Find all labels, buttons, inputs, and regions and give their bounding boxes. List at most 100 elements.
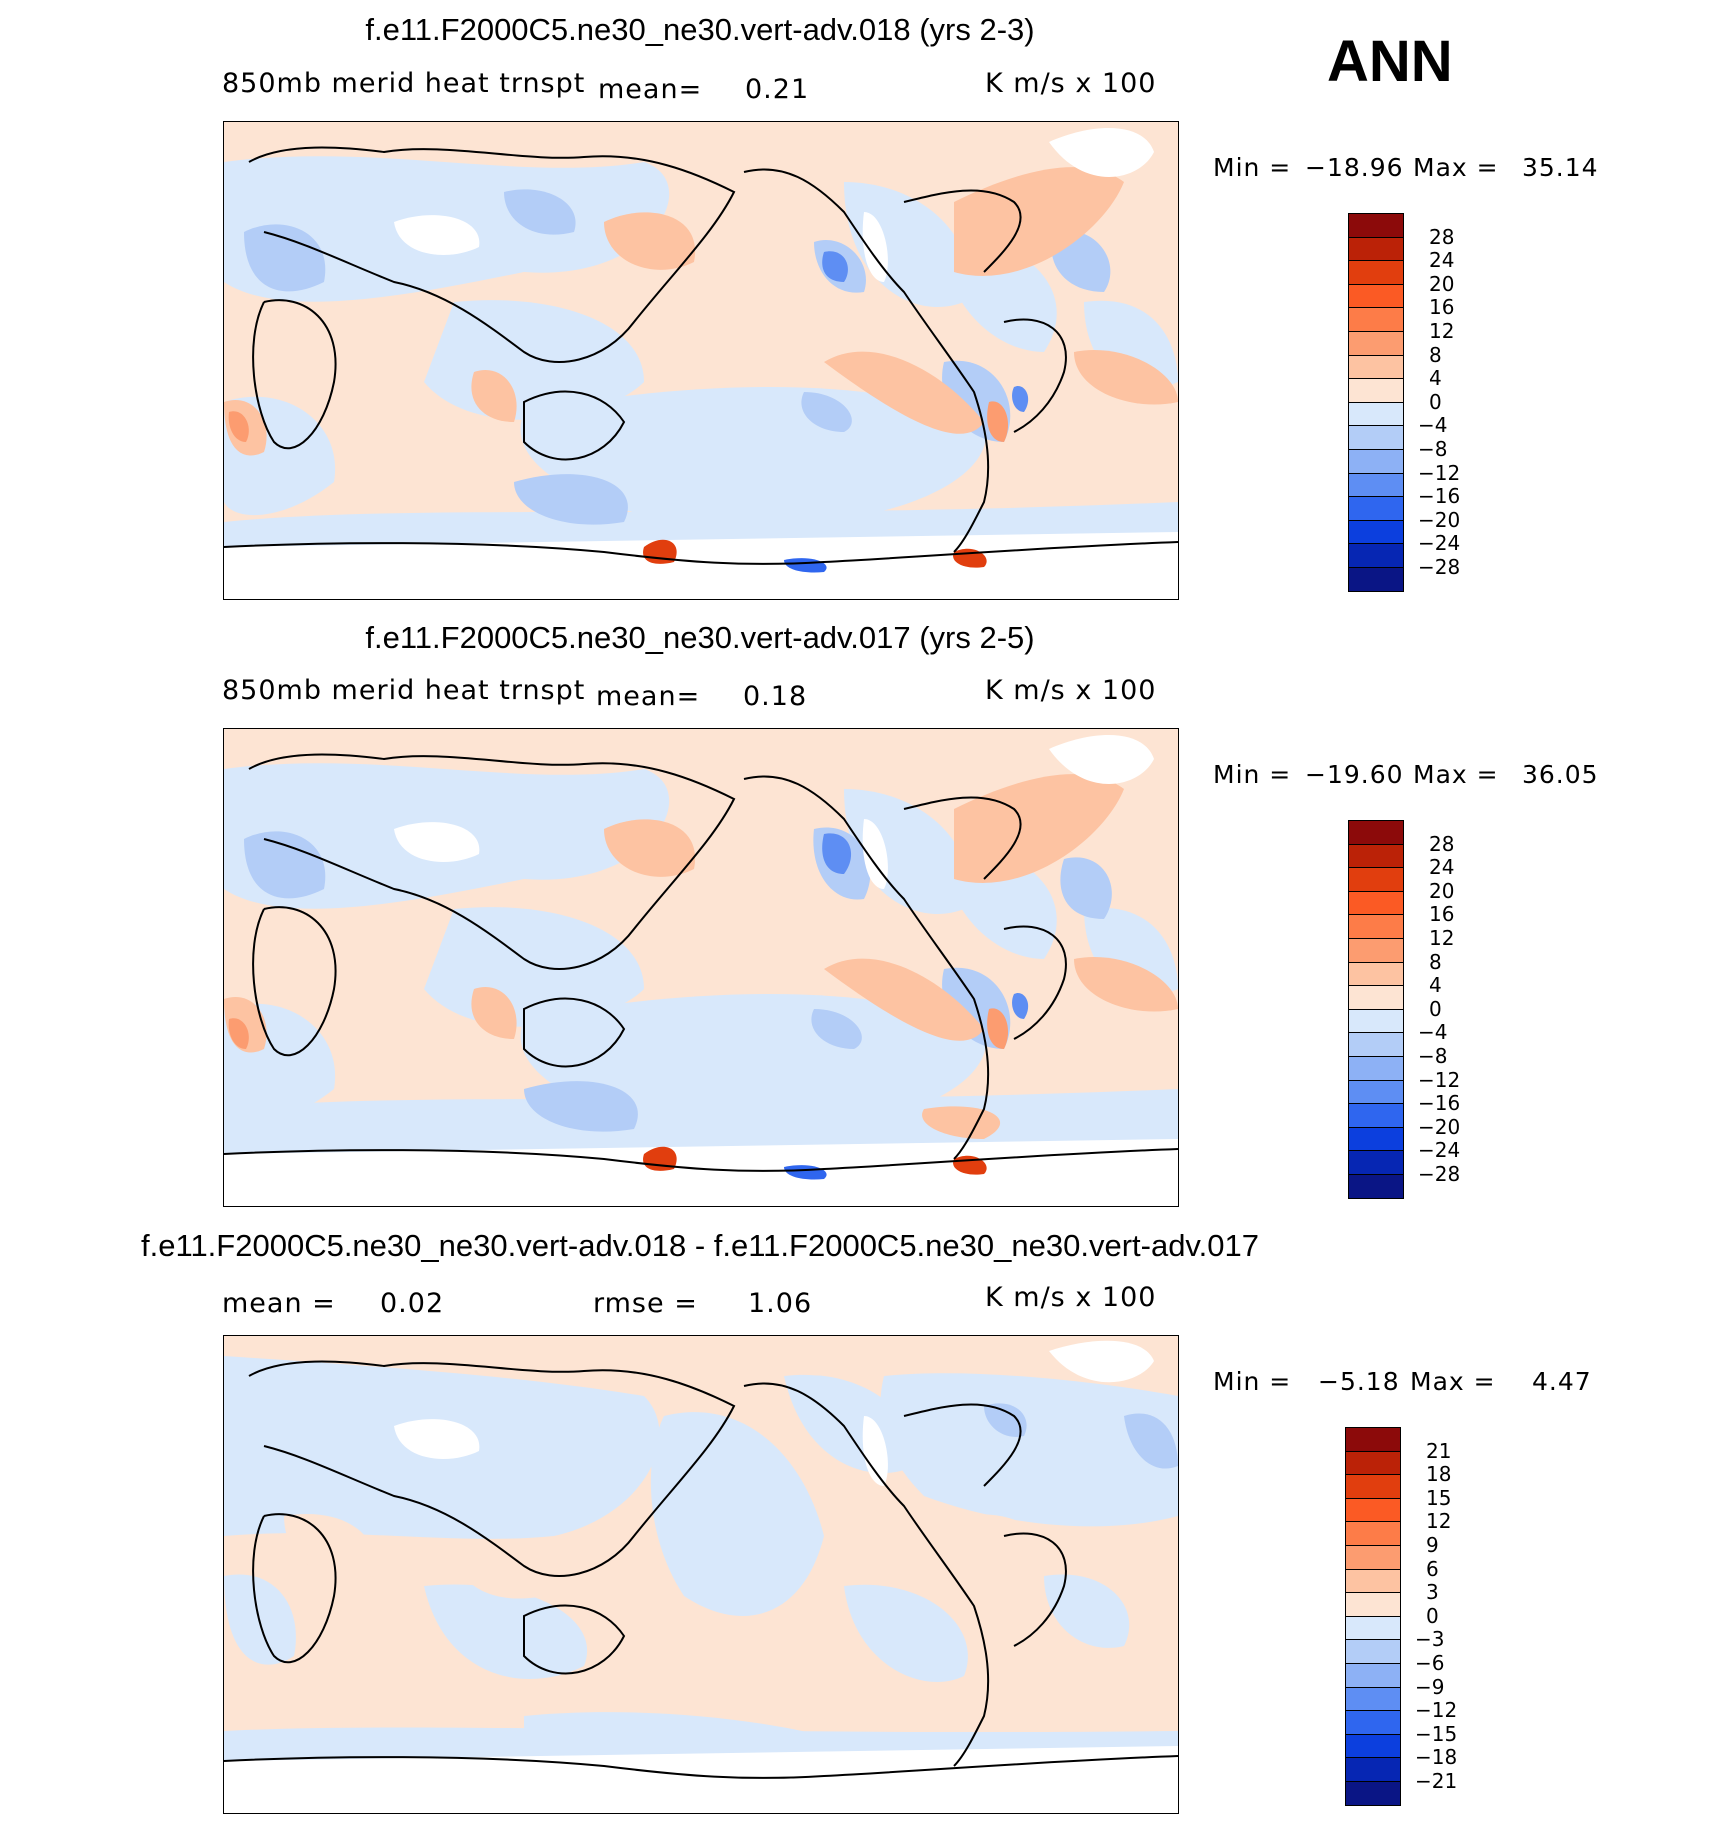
- colorbar-tick-label: −24: [1418, 1138, 1461, 1163]
- colorbar-tick-label: 12: [1429, 319, 1455, 343]
- colorbar-swatch: [1348, 961, 1404, 987]
- colorbar-tick-label: −16: [1418, 1091, 1461, 1116]
- colorbar-swatch: [1348, 1079, 1404, 1105]
- colorbar-swatch: [1345, 1450, 1401, 1476]
- colorbar-tick-label: 18: [1426, 1462, 1452, 1487]
- panel-1-variable: 850mb merid heat trnspt: [222, 68, 586, 99]
- colorbar-tick-label: 24: [1429, 248, 1455, 273]
- colorbar-swatch: [1348, 283, 1404, 309]
- panel-1-max-label: Max =: [1413, 153, 1499, 182]
- colorbar-tick-label: −20: [1418, 1114, 1461, 1139]
- colorbar-tick-label: 28: [1429, 831, 1455, 856]
- colorbar-tick-label: −8: [1418, 437, 1448, 461]
- colorbar-tick-label: 12: [1426, 1509, 1452, 1534]
- colorbar-tick-label: −4: [1418, 1020, 1448, 1045]
- colorbar-tick-label: −16: [1418, 484, 1461, 509]
- colorbar-swatch: [1348, 401, 1404, 427]
- colorbar-swatch: [1348, 1150, 1404, 1175]
- colorbar-swatch: [1348, 496, 1404, 521]
- colorbar-swatch: [1348, 331, 1404, 356]
- colorbar-swatch: [1348, 378, 1404, 403]
- colorbar-tick-label: 20: [1429, 271, 1455, 296]
- colorbar-swatch: [1348, 1126, 1404, 1152]
- panel-3-field: [224, 1336, 1178, 1813]
- colorbar-tick-label: −12: [1418, 460, 1461, 485]
- panel-3-title: f.e11.F2000C5.ne30_ne30.vert-adv.018 - f…: [141, 1228, 1259, 1263]
- panel-3-rmse-label: rmse =: [593, 1288, 698, 1319]
- colorbar-swatch: [1348, 449, 1404, 474]
- colorbar-tick-label: −28: [1418, 555, 1461, 579]
- colorbar-swatch: [1348, 1032, 1404, 1057]
- colorbar-swatch: [1345, 1663, 1401, 1688]
- panel-1-title: f.e11.F2000C5.ne30_ne30.vert-adv.018 (yr…: [365, 12, 1035, 47]
- panel-2-field: [224, 735, 1178, 1206]
- colorbar-swatch: [1348, 354, 1404, 380]
- panel-2-map: [223, 728, 1179, 1207]
- colorbar-tick-label: −20: [1418, 507, 1461, 532]
- panel-2-mean-label: mean=: [596, 681, 701, 712]
- colorbar-tick-label: −12: [1418, 1067, 1461, 1092]
- colorbar-swatch: [1345, 1733, 1401, 1759]
- panel-2-min-label: Min =: [1213, 760, 1292, 789]
- panel-3-min-label: Min =: [1213, 1367, 1292, 1396]
- colorbar-swatch: [1348, 843, 1404, 869]
- colorbar-swatch: [1348, 567, 1404, 592]
- colorbar-tick-label: 0: [1429, 996, 1442, 1021]
- colorbar-swatch: [1348, 1174, 1404, 1199]
- colorbar-tick-label: 9: [1426, 1533, 1439, 1557]
- panel-2-mean-value: 0.18: [743, 681, 808, 712]
- panel-3-max-value: 4.47: [1532, 1367, 1592, 1396]
- panel-1-min-label: Min =: [1213, 153, 1292, 182]
- colorbar-tick-label: −21: [1415, 1769, 1458, 1793]
- panel-1-mean-value: 0.21: [745, 74, 810, 105]
- colorbar-swatch: [1348, 519, 1404, 545]
- colorbar-swatch: [1348, 890, 1404, 916]
- panel-2-title: f.e11.F2000C5.ne30_ne30.vert-adv.017 (yr…: [365, 620, 1035, 655]
- colorbar-tick-label: 4: [1429, 366, 1442, 391]
- colorbar-tick-label: −8: [1418, 1044, 1448, 1068]
- colorbar-tick-label: 16: [1429, 902, 1455, 927]
- panel-1-map: [223, 121, 1179, 600]
- colorbar-tick-label: 16: [1429, 295, 1455, 320]
- panel-3-colorbar: 21 18 15 12 9 6 3 0 −3 −6 −9 −12 −15 −18 −21: [1345, 1427, 1485, 1806]
- colorbar-tick-label: 8: [1429, 949, 1442, 974]
- colorbar-tick-label: 12: [1429, 926, 1455, 950]
- colorbar-swatch: [1345, 1686, 1401, 1712]
- colorbar-swatch: [1348, 938, 1404, 963]
- colorbar-tick-label: 15: [1426, 1485, 1452, 1510]
- panel-3-rmse-value: 1.06: [748, 1288, 813, 1319]
- colorbar-tick-label: 24: [1429, 855, 1455, 880]
- panel-3-mean-value: 0.02: [380, 1288, 445, 1319]
- panel-1-min-value: −18.96: [1305, 153, 1404, 182]
- colorbar-tick-label: −18: [1415, 1745, 1458, 1770]
- colorbar-tick-label: −15: [1415, 1721, 1458, 1746]
- panel-3-map: [223, 1335, 1179, 1814]
- colorbar-swatch: [1348, 820, 1404, 845]
- colorbar-swatch: [1348, 1056, 1404, 1081]
- colorbar-swatch: [1348, 260, 1404, 285]
- colorbar-tick-label: −6: [1415, 1651, 1445, 1675]
- panel-3-units: K m/s x 100: [985, 1282, 1157, 1313]
- colorbar-swatch: [1345, 1710, 1401, 1735]
- panel-1-field: [224, 128, 1178, 599]
- colorbar-swatch: [1345, 1615, 1401, 1641]
- panel-3-min-value: −5.18: [1318, 1367, 1400, 1396]
- colorbar-tick-label: 20: [1429, 878, 1455, 903]
- panel-2-variable: 850mb merid heat trnspt: [222, 675, 586, 706]
- colorbar-swatch: [1345, 1427, 1401, 1452]
- colorbar-swatch: [1348, 867, 1404, 892]
- panel-1-colorbar: 28 24 20 16 12 8 4 0 −4 −8 −12 −16 −20 −24 −28: [1348, 213, 1488, 592]
- colorbar-swatch: [1348, 1103, 1404, 1128]
- colorbar-swatch: [1348, 236, 1404, 262]
- colorbar-swatch: [1348, 543, 1404, 568]
- colorbar-tick-label: 6: [1426, 1556, 1439, 1581]
- panel-2-units: K m/s x 100: [985, 675, 1157, 706]
- colorbar-swatch: [1345, 1568, 1401, 1594]
- colorbar-swatch: [1348, 425, 1404, 450]
- panel-2-max-label: Max =: [1413, 760, 1499, 789]
- colorbar-tick-label: 28: [1429, 224, 1455, 249]
- colorbar-swatch: [1345, 1497, 1401, 1523]
- colorbar-swatch: [1348, 472, 1404, 498]
- colorbar-swatch: [1345, 1639, 1401, 1664]
- colorbar-swatch: [1348, 213, 1404, 238]
